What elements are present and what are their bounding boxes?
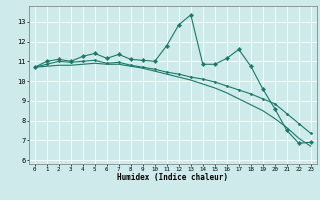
X-axis label: Humidex (Indice chaleur): Humidex (Indice chaleur) — [117, 173, 228, 182]
